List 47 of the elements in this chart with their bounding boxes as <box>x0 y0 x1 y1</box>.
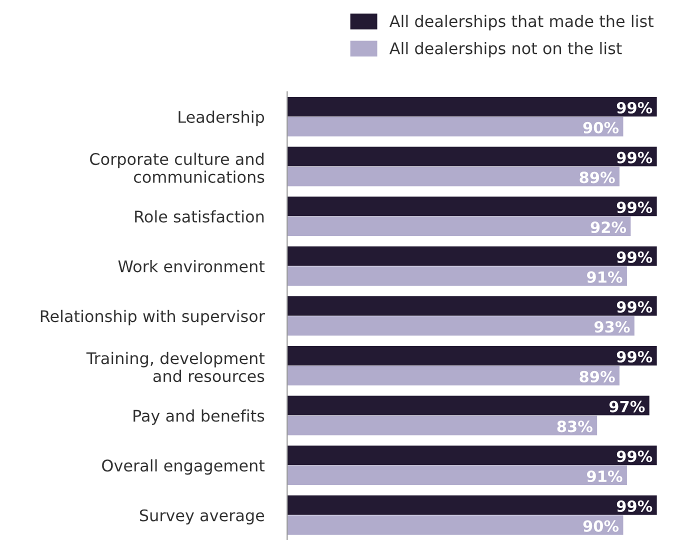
y-tick-label: Overall engagement <box>102 459 265 475</box>
bar <box>287 316 634 336</box>
data-label: 83% <box>557 420 592 432</box>
data-label: 91% <box>587 271 622 283</box>
data-label: 90% <box>583 520 619 532</box>
data-label: 90% <box>583 122 619 134</box>
bar <box>287 146 657 166</box>
y-tick-label: Work environment <box>118 260 265 272</box>
data-label: 93% <box>594 321 630 333</box>
bar <box>287 96 657 116</box>
bar <box>287 296 657 316</box>
bar <box>287 116 624 136</box>
data-label: 92% <box>590 221 626 234</box>
data-label: 91% <box>587 470 622 482</box>
data-label: 99% <box>616 202 652 214</box>
data-label: 99% <box>616 152 652 164</box>
data-label: 99% <box>616 102 652 114</box>
bar <box>287 396 650 416</box>
bar <box>287 346 657 366</box>
legend-label: All dealerships not on the list <box>389 42 622 58</box>
y-tick-label: Relationship with supervisor <box>40 310 265 326</box>
data-label: 99% <box>616 450 652 462</box>
bar <box>287 495 657 515</box>
data-label: 99% <box>616 350 652 363</box>
bar <box>287 166 620 186</box>
bar <box>287 196 657 216</box>
data-label: 97% <box>609 400 645 412</box>
legend-label: All dealerships that made the list <box>389 14 654 30</box>
bar <box>287 246 657 266</box>
data-label: 89% <box>580 370 615 382</box>
bar <box>287 266 627 286</box>
y-tick-label: Survey average <box>140 509 264 524</box>
bar <box>287 515 624 535</box>
y-tick-label: Pay and benefits <box>134 409 264 425</box>
data-label: 89% <box>580 172 615 184</box>
y-tick-label: Corporate culture and communications <box>90 152 264 183</box>
data-label: 99% <box>616 301 652 313</box>
y-tick-label: Leadership <box>178 110 264 126</box>
bar <box>287 416 598 436</box>
data-label: 99% <box>616 251 652 263</box>
bar <box>287 446 657 466</box>
data-label: 99% <box>616 500 652 512</box>
y-tick-label: Role satisfaction <box>135 210 264 223</box>
bar <box>287 366 620 386</box>
bar <box>287 466 627 486</box>
bar <box>287 216 631 236</box>
y-tick-label: Training, development and resources <box>86 352 265 382</box>
